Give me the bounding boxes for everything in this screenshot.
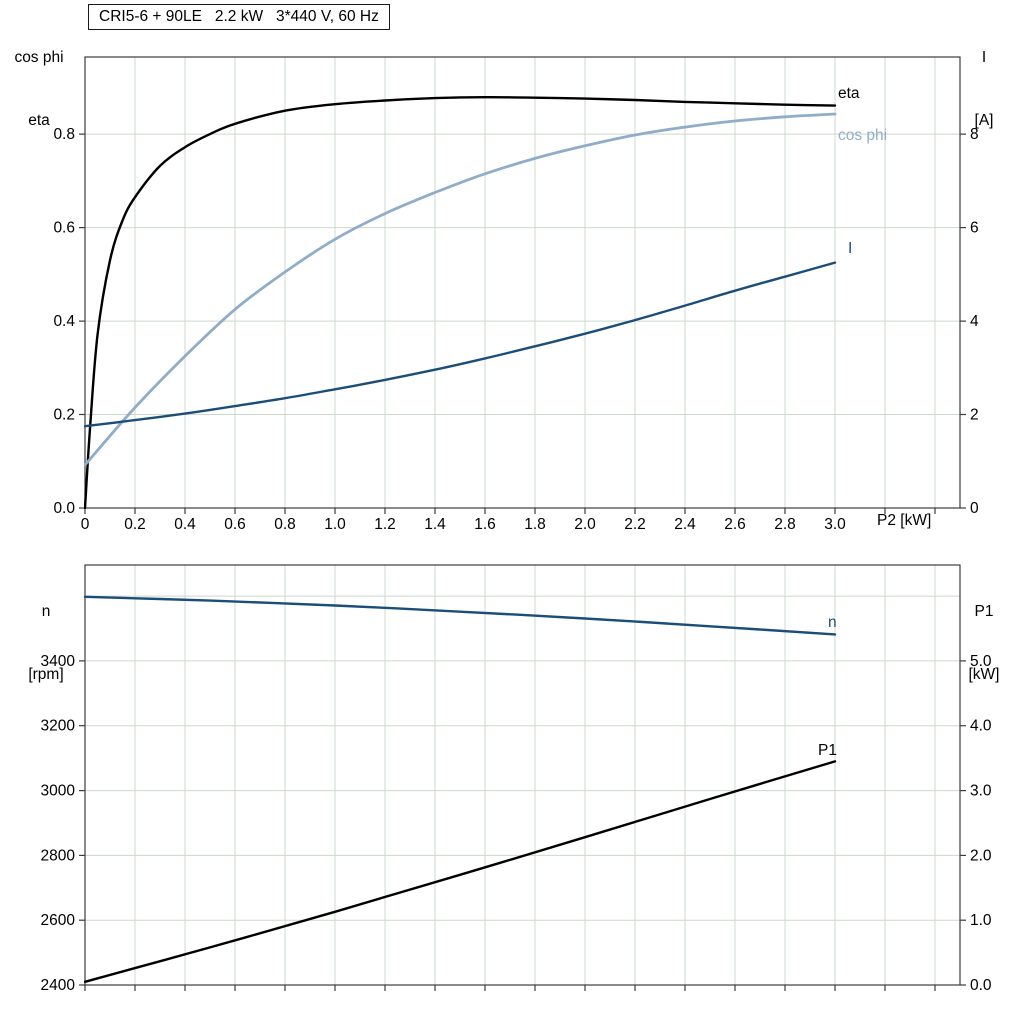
left-tick-label: 3000 <box>41 783 76 800</box>
right-tick-label: 6 <box>970 220 979 237</box>
left-tick-label: 2600 <box>41 912 76 929</box>
left-tick-label: 0.4 <box>53 313 75 330</box>
left-axis-title-bottom-line2: [rpm] <box>28 666 64 683</box>
right-tick-label: 2.0 <box>970 847 992 864</box>
x-tick-label: 1.2 <box>374 516 396 533</box>
left-axis-title-top-line1: cos phi <box>14 49 64 66</box>
x-tick-label: 0.8 <box>274 516 296 533</box>
series-label-n: n <box>828 614 837 631</box>
panel-top: 0 0.2 0.4 0.6 0.8 1.0 1.2 1.4 1.6 1.8 2.0 2.2 2.4 2.6… <box>53 56 979 533</box>
right-tick-label: 0 <box>970 500 979 517</box>
left-axis-title-top-line2: eta <box>28 112 50 129</box>
right-tick-label: 2 <box>970 407 979 424</box>
right-axis-title-top-line2: [A] <box>974 112 994 129</box>
right-tick-label: 3.0 <box>970 783 992 800</box>
series-path-I <box>84 261 837 428</box>
left-tick-label: 2800 <box>41 847 76 864</box>
x-tick-label: 1.0 <box>324 516 346 533</box>
right-axis-title-top: I [A] <box>952 5 1016 173</box>
x-axis-title-top: P2 [kW] <box>877 512 932 529</box>
x-tick-label: 2.2 <box>624 516 646 533</box>
series-path-n <box>84 595 837 636</box>
x-tick-label: 0.2 <box>124 516 146 533</box>
right-tick-label: 8 <box>970 126 979 143</box>
left-tick-label: 3200 <box>41 718 76 735</box>
left-tick-label: 0.6 <box>53 220 75 237</box>
x-tick-label: 0 <box>81 516 90 533</box>
right-tick-label: 5.0 <box>970 653 992 670</box>
x-tick-label: 2.0 <box>574 516 596 533</box>
left-axis-title-bottom-line1: n <box>41 603 51 620</box>
series-path-cos-phi <box>84 112 837 467</box>
series-group <box>84 595 837 983</box>
right-axis-title-bottom-line1: P1 <box>974 603 994 620</box>
x-tick-label: 0.4 <box>174 516 196 533</box>
series-label-I: I <box>848 240 852 257</box>
series-label-P1: P1 <box>818 742 837 759</box>
series-label-cos-phi: cos phi <box>838 127 887 144</box>
left-axis-title-bottom: n [rpm] <box>16 559 76 727</box>
x-tick-label: 3.0 <box>824 516 846 533</box>
x-tick-label: 2.4 <box>674 516 696 533</box>
left-tick-label: 0.8 <box>53 126 75 143</box>
series-label-eta: eta <box>838 85 860 102</box>
x-tick-label: 0.6 <box>224 516 246 533</box>
series-group <box>84 95 837 509</box>
x-tick-label: 2.8 <box>774 516 796 533</box>
series-path-eta <box>84 95 837 509</box>
right-tick-label: 4.0 <box>970 718 992 735</box>
plot-border <box>84 564 961 986</box>
right-tick-label: 1.0 <box>970 912 992 929</box>
chart-title-box: CRI5-6 + 90LE 2.2 kW 3*440 V, 60 Hz <box>88 4 390 30</box>
right-axis-title-bottom: P1 [kW] <box>952 559 1016 727</box>
plot-border <box>84 56 961 509</box>
left-tick-label: 0.0 <box>53 500 75 517</box>
x-tick-label: 2.6 <box>724 516 746 533</box>
series-path-P1 <box>84 760 837 983</box>
right-tick-label: 0.0 <box>970 977 992 994</box>
left-tick-label: 2400 <box>41 977 76 994</box>
right-axis-title-top-line1: I <box>981 49 987 66</box>
right-axis-title-bottom-line2: [kW] <box>968 666 1000 683</box>
x-tick-label: 1.4 <box>424 516 446 533</box>
left-axis-title-top: cos phi eta <box>0 5 78 173</box>
panel-bottom: 2400 2600 2800 3000 3200 3400 0.0 1.0 2.0 3.0 4.0 5… <box>41 564 992 994</box>
left-tick-label: 3400 <box>41 653 76 670</box>
left-tick-label: 0.2 <box>53 407 75 424</box>
right-tick-label: 4 <box>970 313 979 330</box>
x-tick-label: 1.8 <box>524 516 546 533</box>
x-tick-label: 1.6 <box>474 516 496 533</box>
